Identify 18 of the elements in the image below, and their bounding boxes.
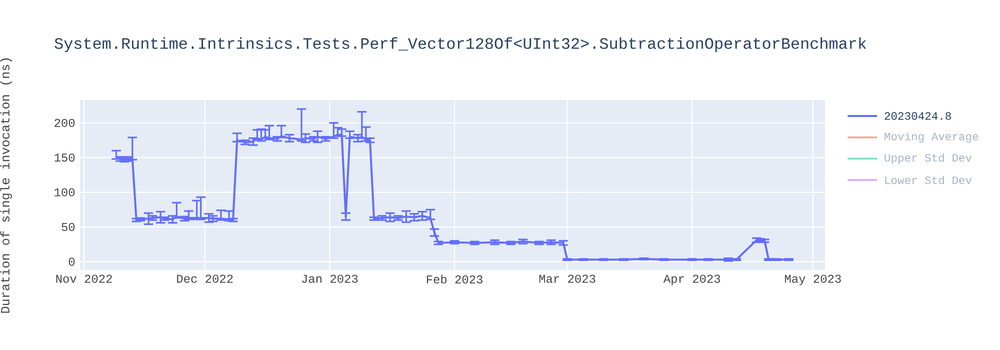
y-tick-label: 200 <box>54 118 75 127</box>
x-tick-label: May 2023 <box>784 274 841 286</box>
x-tick-label: Feb 2023 <box>426 274 482 284</box>
y-tick-label: 0 <box>68 258 75 266</box>
y-axis-title: Duration of single invocation (ns) <box>0 58 12 313</box>
legend-label: Upper Std Dev <box>884 153 972 164</box>
x-tick-label: Apr 2023 <box>663 274 720 286</box>
x-tick-label: Jan 2023 <box>302 274 358 283</box>
y-tick-label: 100 <box>54 188 75 196</box>
legend-label: 20230424.8 <box>884 112 951 120</box>
legend-label: Moving Average <box>884 132 978 143</box>
y-tick-label: 50 <box>62 222 75 232</box>
y-tick-label: 150 <box>54 154 75 162</box>
x-tick-label: Nov 2022 <box>56 274 112 283</box>
x-tick-label: Mar 2023 <box>539 274 596 283</box>
legend-label: Lower Std Dev <box>885 176 972 184</box>
chart-title: System.Runtime.Intrinsics.Tests.Perf_Vector128Of<UInt32>.SubtractionOperatorBenchmark <box>54 37 866 52</box>
x-tick-label: Dec 2022 <box>177 274 233 283</box>
